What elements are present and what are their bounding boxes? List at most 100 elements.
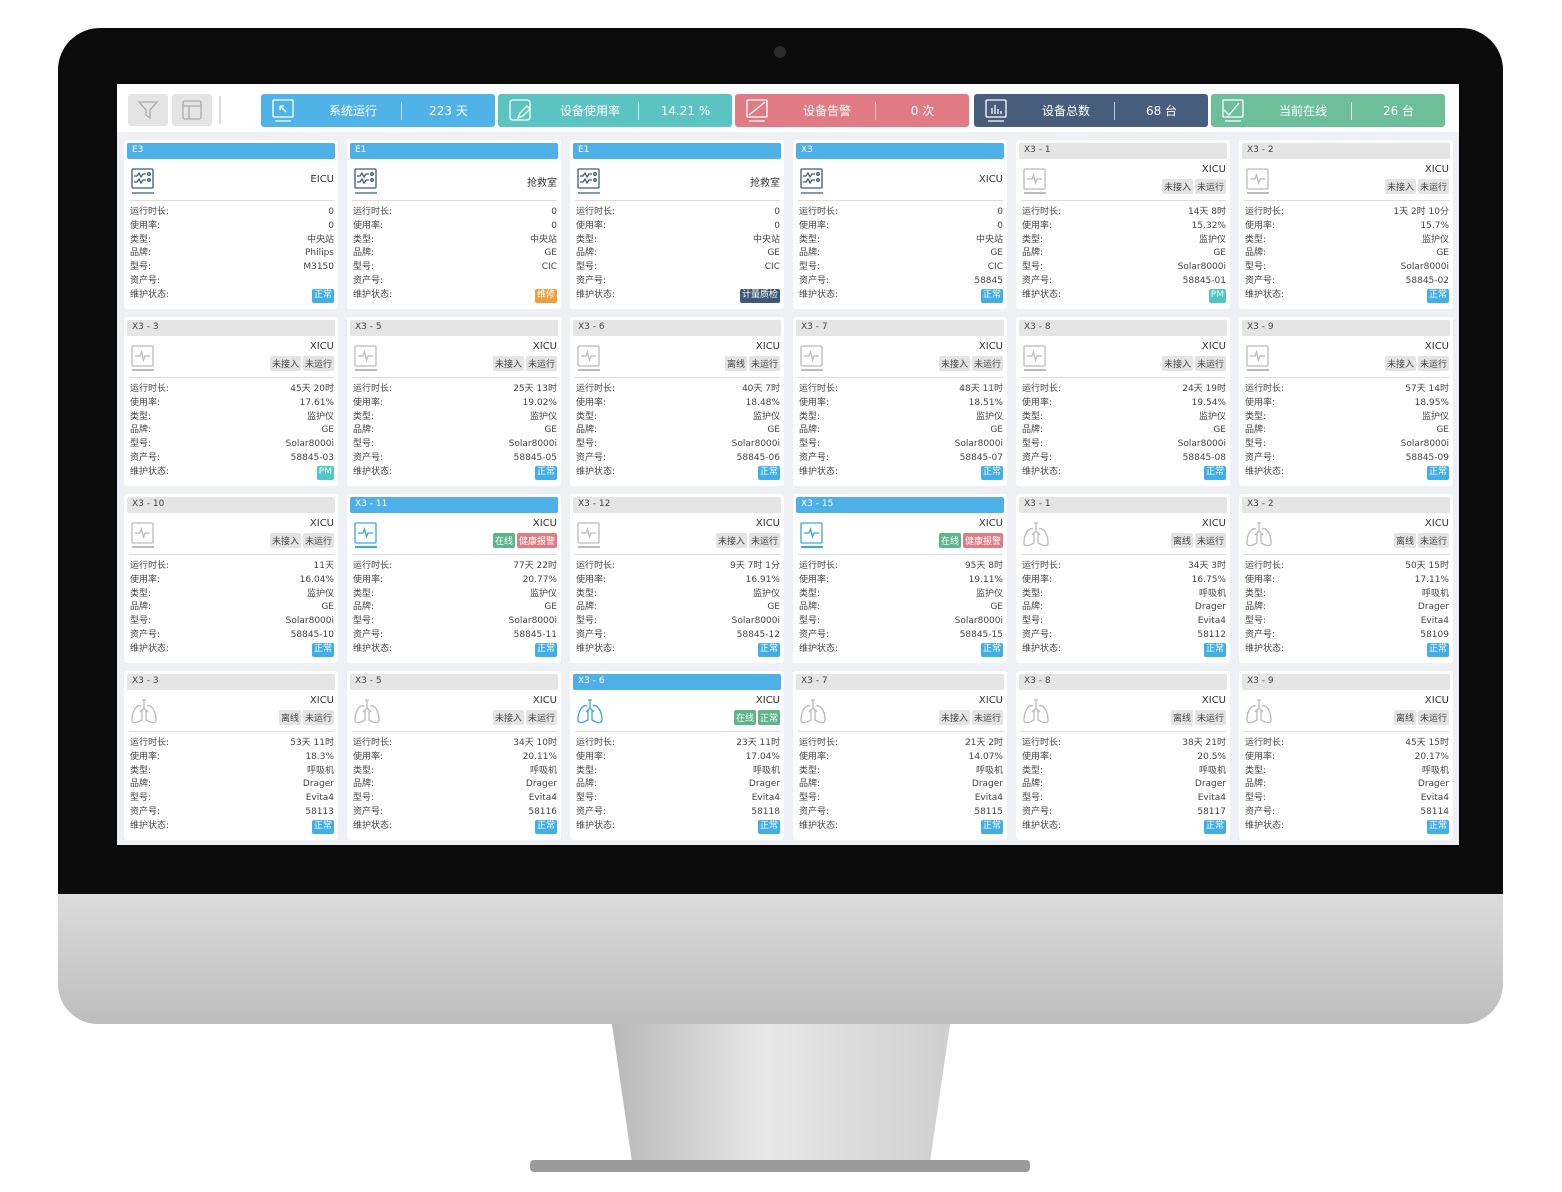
field-value: Evita4 [1197, 793, 1226, 804]
badge-group: 离线 未运行 [1170, 710, 1226, 725]
field-row: 使用率: 0 [353, 220, 557, 234]
device-card[interactable]: X3 - 8 XICU 离线 未运行 运行时长: 38天 21时 使用率: 20.5% 类… [1016, 671, 1230, 840]
device-card-title: X3 - 5 [350, 674, 558, 690]
device-card[interactable]: X3 - 5 XICU 未接入 未运行 运行时长: 34天 10时 使用率: 20.11… [347, 671, 561, 840]
field-label: 类型: [799, 765, 821, 776]
field-label: 类型: [576, 234, 598, 245]
stat-value: 223 天 [429, 104, 468, 118]
status-badge: 未运行 [525, 356, 557, 371]
field-label: 使用率: [130, 751, 161, 762]
device-card[interactable]: X3 XICU 运行时长: 0 使用率: 0 类型: 中央站 品牌: GE 型号: CIC 资产号:… [793, 140, 1007, 309]
field-value: 0 [997, 220, 1003, 231]
status-badge: 离线 [724, 356, 747, 371]
field-label: 维护状态: [1245, 643, 1285, 654]
stat-divider [1351, 101, 1352, 120]
field-row: 类型: 呼吸机 [1245, 588, 1449, 602]
device-location: XICU [1424, 341, 1449, 352]
device-card[interactable]: E1 抢救室 运行时长: 0 使用率: 0 类型: 中央站 品牌: GE 型号: CIC 资产号: 维… [570, 140, 784, 309]
stat-card-3[interactable]: 设备总数 68 台 [974, 94, 1208, 127]
layout-button[interactable] [172, 94, 212, 126]
field-label: 维护状态: [130, 466, 170, 477]
field-value: 58845-10 [290, 629, 334, 640]
field-row: 使用率: 14.07% [799, 751, 1003, 765]
device-fields: 运行时长: 34天 3时 使用率: 16.75% 类型: 呼吸机 品牌: Drager 型号: E… [1022, 560, 1226, 657]
field-label: 品牌: [576, 602, 598, 613]
field-row: 使用率: 20.17% [1245, 751, 1449, 765]
field-label: 资产号: [1245, 275, 1276, 286]
field-label: 型号: [1245, 439, 1267, 450]
badge-group: 离线 未运行 [278, 710, 334, 725]
field-row: 品牌: Drager [576, 778, 780, 792]
device-card[interactable]: X3 - 9 XICU 离线 未运行 运行时长: 45天 15时 使用率: 20.17%… [1239, 671, 1453, 840]
device-card[interactable]: X3 - 3 XICU 未接入 未运行 运行时长: 45天 20时 使用率: 17.61… [124, 317, 338, 486]
device-card[interactable]: E1 抢救室 运行时长: 0 使用率: 0 类型: 中央站 品牌: GE 型号: CIC 资产号: 维… [347, 140, 561, 309]
stat-card-1[interactable]: 设备使用率 14.21 % [498, 94, 732, 127]
stat-value: 68 台 [1145, 104, 1178, 118]
field-row: 类型: 监护仪 [353, 411, 557, 425]
maintenance-status-badge: 正常 [311, 288, 334, 303]
field-label: 型号: [799, 439, 821, 450]
device-card[interactable]: X3 - 2 XICU 未接入 未运行 运行时长: 1天 2时 10分 使用率: 15.… [1239, 140, 1453, 309]
device-card[interactable]: X3 - 1 XICU 离线 未运行 运行时长: 34天 3时 使用率: 16.75% 类… [1016, 494, 1230, 663]
field-label: 使用率: [353, 220, 384, 231]
stat-divider [401, 101, 402, 120]
field-label: 使用率: [799, 397, 830, 408]
device-location: XICU [978, 518, 1003, 529]
device-card[interactable]: X3 - 1 XICU 未接入 未运行 运行时长: 14天 8时 使用率: 15.32%… [1016, 140, 1230, 309]
field-row: 使用率: 20.5% [1022, 751, 1226, 765]
device-card[interactable]: X3 - 11 XICU 在线 健康报警 运行时长: 77天 22时 使用率: 20.7… [347, 494, 561, 663]
field-value: 0 [328, 207, 334, 217]
device-card[interactable]: X3 - 6 XICU 离线 未运行 运行时长: 40天 7时 使用率: 18.48% 类… [570, 317, 784, 486]
top-toolbar: 系统运行 223 天 设备使用率 14.21 % 设备告警 0 次 设备总数 6… [117, 84, 1459, 132]
device-card[interactable]: X3 - 7 XICU 未接入 未运行 运行时长: 48天 11时 使用率: 18.51… [793, 317, 1007, 486]
device-card[interactable]: X3 - 2 XICU 离线 未运行 运行时长: 50天 15时 使用率: 17.11%… [1239, 494, 1453, 663]
field-label: 运行时长: [1022, 207, 1062, 217]
field-value: 监护仪 [1421, 411, 1449, 422]
field-value: 58113 [305, 806, 334, 817]
device-card[interactable]: X3 - 15 XICU 在线 健康报警 运行时长: 95天 8时 使用率: 19.11… [793, 494, 1007, 663]
field-row: 运行时长: 0 [353, 206, 557, 220]
field-value: 0 [774, 220, 780, 231]
device-location: XICU [1424, 164, 1449, 175]
device-card[interactable]: X3 - 7 XICU 未接入 未运行 运行时长: 21天 2时 使用率: 14.07%… [793, 671, 1007, 840]
field-value: 34天 10时 [513, 738, 557, 748]
field-row: 品牌: GE [799, 424, 1003, 438]
field-row: 运行时长: 95天 8时 [799, 560, 1003, 574]
field-label: 品牌: [130, 425, 152, 436]
field-value: Evita4 [528, 793, 557, 804]
field-value: 58109 [1420, 629, 1449, 640]
device-card[interactable]: X3 - 12 XICU 未接入 未运行 运行时长: 9天 7时 1分 使用率: 16.… [570, 494, 784, 663]
field-row: 使用率: 15.32% [1022, 220, 1226, 234]
field-row: 使用率: 16.04% [130, 574, 334, 588]
field-row: 资产号: 58845-15 [799, 629, 1003, 643]
device-card[interactable]: X3 - 8 XICU 未接入 未运行 运行时长: 24天 19时 使用率: 19.54… [1016, 317, 1230, 486]
field-label: 使用率: [130, 220, 161, 231]
device-card[interactable]: X3 - 10 XICU 未接入 未运行 运行时长: 11天 使用率: 16.04% 类型… [124, 494, 338, 663]
stat-card-0[interactable]: 系统运行 223 天 [261, 94, 495, 127]
stat-card-2[interactable]: 设备告警 0 次 [735, 94, 969, 127]
device-card[interactable]: X3 - 3 XICU 离线 未运行 运行时长: 53天 11时 使用率: 18.3% 类… [124, 671, 338, 840]
stat-card-4[interactable]: 当前在线 26 台 [1211, 94, 1445, 127]
field-value: Solar8000i [954, 616, 1003, 627]
field-value: Solar8000i [1400, 262, 1449, 273]
filter-button[interactable] [128, 94, 168, 126]
card-divider [1244, 554, 1449, 555]
field-value: Solar8000i [508, 616, 557, 627]
field-value: GE [767, 602, 780, 613]
field-label: 维护状态: [1245, 289, 1285, 300]
field-label: 维护状态: [1245, 820, 1285, 831]
device-card[interactable]: X3 - 6 XICU 在线 正常 运行时长: 23天 11时 使用率: 17.04% 类… [570, 671, 784, 840]
field-label: 运行时长: [130, 207, 170, 217]
device-card[interactable]: X3 - 5 XICU 未接入 未运行 运行时长: 25天 13时 使用率: 19.02… [347, 317, 561, 486]
field-row: 类型: 监护仪 [1245, 234, 1449, 248]
device-card[interactable]: X3 - 9 XICU 未接入 未运行 运行时长: 57天 14时 使用率: 18.95… [1239, 317, 1453, 486]
field-label: 品牌: [353, 425, 375, 436]
device-card[interactable]: E3 EICU 运行时长: 0 使用率: 0 类型: 中央站 品牌: Philips 型号: M3… [124, 140, 338, 309]
field-row: 品牌: GE [1245, 424, 1449, 438]
device-location: XICU [1424, 695, 1449, 706]
ventilator-lungs-icon [1246, 522, 1272, 547]
field-row: 类型: 监护仪 [1245, 411, 1449, 425]
status-badge: 在线 [938, 533, 961, 548]
field-value: 14.07% [968, 751, 1003, 762]
field-row: 型号: Evita4 [1245, 615, 1449, 629]
